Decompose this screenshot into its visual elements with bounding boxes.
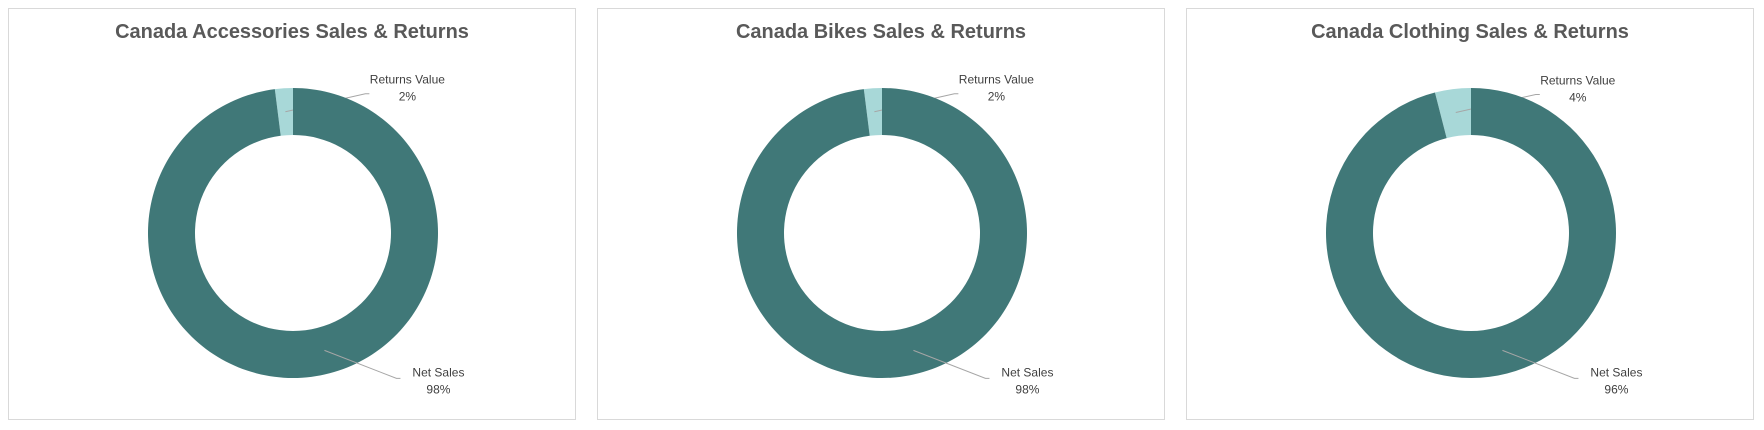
donut-chart: Returns Value 2% Net Sales 98% [737,73,1053,396]
slice-percent-label: 2% [988,90,1006,104]
donut-chart: Returns Value 2% Net Sales 98% [148,73,464,396]
slice-percent-label: 4% [1569,90,1587,104]
slice-percent-label: 96% [1604,382,1628,396]
slice-percent-label: 2% [399,90,417,104]
slice-returns-value [1434,88,1471,139]
chart-title: Canada Accessories Sales & Returns [115,21,469,43]
slice-name-label: Returns Value [1540,73,1615,87]
leader-line [324,349,401,379]
leader-line [913,349,990,379]
slice-name-label: Net Sales [412,365,464,379]
chart-title: Canada Bikes Sales & Returns [735,21,1027,43]
slice-percent-label: 98% [1015,382,1039,396]
slice-returns-value [863,88,882,136]
slice-net-sales [148,88,439,378]
slice-net-sales [1326,88,1616,378]
slice-name-label: Returns Value [959,73,1034,87]
donut-chart: Returns Value 4% Net Sales 96% [1326,73,1642,396]
slice-name-label: Net Sales [1001,365,1053,379]
chart-title: Canada Clothing Sales & Returns [1311,21,1629,43]
slice-name-label: Net Sales [1590,365,1642,379]
chart-bikes: Canada Bikes Sales & Returns Returns Val… [597,8,1165,420]
leader-line [1502,349,1579,379]
slice-net-sales [737,88,1027,378]
slice-percent-label: 98% [426,382,450,396]
chart-clothing: Canada Clothing Sales & Returns Returns … [1186,8,1754,420]
slice-returns-value [274,88,293,136]
slice-name-label: Returns Value [370,73,445,87]
chart-accessories: Canada Accessories Sales & Returns Retur… [8,8,576,420]
